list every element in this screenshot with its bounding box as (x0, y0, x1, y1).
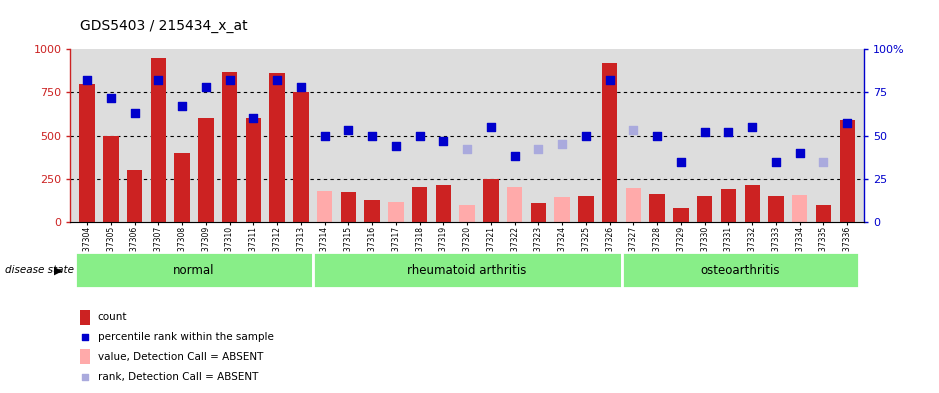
Point (626, 127, 641, 134)
FancyBboxPatch shape (75, 252, 313, 288)
Text: value, Detection Call = ABSENT: value, Detection Call = ABSENT (98, 352, 263, 362)
Point (793, 150, 808, 156)
Bar (673, 208, 688, 222)
Point (602, 77, 617, 83)
Point (103, 94, 118, 101)
Text: normal: normal (173, 264, 215, 277)
Point (175, 103, 190, 109)
Point (745, 124, 760, 130)
Text: rank, Detection Call = ABSENT: rank, Detection Call = ABSENT (98, 372, 258, 382)
Point (460, 146, 474, 152)
Bar (839, 120, 855, 222)
Bar (79, 84, 95, 222)
Bar (507, 187, 522, 222)
Point (293, 84, 308, 90)
Point (389, 143, 404, 149)
Text: GDS5403 / 215434_x_at: GDS5403 / 215434_x_at (80, 19, 248, 33)
Bar (745, 185, 760, 222)
Bar (293, 92, 309, 222)
Point (364, 132, 379, 139)
Point (673, 158, 688, 165)
Point (531, 146, 546, 152)
Text: disease state: disease state (5, 265, 73, 275)
Point (78, 373, 92, 380)
Bar (412, 187, 427, 222)
Point (436, 138, 451, 144)
Point (816, 158, 831, 165)
Point (412, 132, 427, 139)
Point (768, 158, 783, 165)
Bar (697, 196, 713, 222)
Bar (531, 203, 546, 222)
Bar (103, 136, 118, 222)
Bar (554, 197, 570, 222)
Bar (150, 58, 166, 222)
Text: count: count (98, 312, 127, 322)
Bar (650, 195, 665, 222)
Point (507, 153, 522, 160)
Point (484, 124, 499, 130)
Point (697, 129, 712, 135)
Point (555, 141, 570, 147)
Bar (198, 118, 213, 222)
Bar (816, 205, 831, 222)
Bar (175, 153, 190, 222)
Bar (578, 196, 593, 222)
Bar (364, 200, 380, 222)
Bar (388, 202, 404, 222)
FancyBboxPatch shape (313, 252, 622, 288)
FancyBboxPatch shape (622, 252, 859, 288)
Bar (80, 310, 90, 325)
Bar (459, 205, 475, 222)
Point (151, 77, 166, 83)
Point (341, 127, 356, 134)
Point (78, 334, 92, 340)
Bar (721, 189, 736, 222)
Bar (127, 170, 143, 222)
Point (269, 77, 285, 83)
Bar (222, 72, 238, 222)
Point (223, 77, 238, 83)
Text: ▶: ▶ (54, 265, 63, 275)
Point (578, 132, 593, 139)
Bar (792, 195, 808, 222)
Bar (269, 73, 285, 222)
Point (839, 120, 854, 127)
Text: percentile rank within the sample: percentile rank within the sample (98, 332, 273, 342)
Point (721, 129, 736, 135)
Bar (625, 188, 641, 222)
Bar (316, 191, 332, 222)
Bar (341, 192, 356, 222)
Point (317, 132, 332, 139)
Point (246, 115, 261, 121)
Point (127, 110, 142, 116)
Point (80, 77, 95, 83)
Bar (246, 118, 261, 222)
Bar (768, 196, 784, 222)
Bar (436, 185, 451, 222)
Bar (602, 63, 618, 222)
Text: rheumatoid arthritis: rheumatoid arthritis (408, 264, 527, 277)
Text: osteoarthritis: osteoarthritis (700, 264, 780, 277)
Point (198, 84, 213, 90)
Bar (484, 179, 499, 222)
Point (650, 132, 665, 139)
Bar (80, 349, 90, 364)
